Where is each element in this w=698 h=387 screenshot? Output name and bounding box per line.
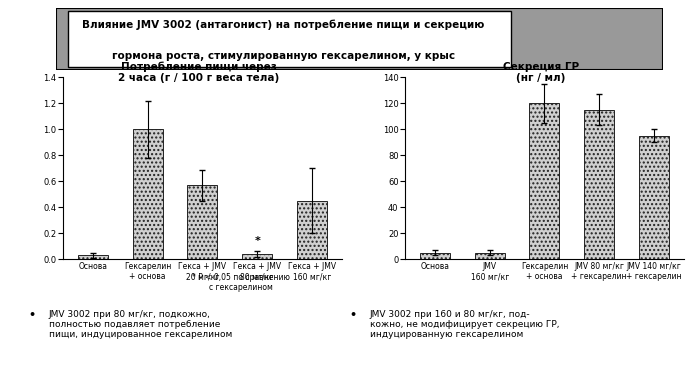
Text: *: * (254, 236, 260, 246)
Bar (133, 129, 163, 259)
Bar (187, 185, 218, 259)
Bar (420, 253, 450, 259)
Bar (639, 136, 669, 259)
Text: Потребление пищи через: Потребление пищи через (121, 61, 277, 72)
FancyBboxPatch shape (56, 8, 663, 70)
Text: •: • (28, 310, 35, 320)
Bar (475, 253, 505, 259)
Text: * P < 0,05 по сравнению
с гексарелином: * P < 0,05 по сравнению с гексарелином (192, 273, 290, 292)
Text: JMV 3002 при 80 мг/кг, подкожно,
полностью подавляет потребление
пищи, индуциров: JMV 3002 при 80 мг/кг, подкожно, полност… (49, 310, 232, 339)
Text: •: • (349, 310, 356, 320)
Text: гормона роста, стимулированную гексарелином, у крыс: гормона роста, стимулированную гексарели… (112, 51, 455, 61)
Bar (78, 255, 108, 259)
Bar (297, 201, 327, 259)
Bar (529, 103, 560, 259)
Text: JMV 3002 при 160 и 80 мг/кг, под-
кожно, не модифицирует секрецию ГР,
индуцирова: JMV 3002 при 160 и 80 мг/кг, под- кожно,… (370, 310, 559, 339)
Text: (нг / мл): (нг / мл) (517, 73, 565, 83)
Bar (584, 110, 614, 259)
Text: Секреция ГР: Секреция ГР (503, 62, 579, 72)
FancyBboxPatch shape (68, 11, 511, 67)
Bar (242, 254, 272, 259)
Text: Влияние JMV 3002 (антагонист) на потребление пищи и секрецию: Влияние JMV 3002 (антагонист) на потребл… (82, 20, 484, 30)
Text: 2 часа (г / 100 г веса тела): 2 часа (г / 100 г веса тела) (118, 73, 280, 83)
